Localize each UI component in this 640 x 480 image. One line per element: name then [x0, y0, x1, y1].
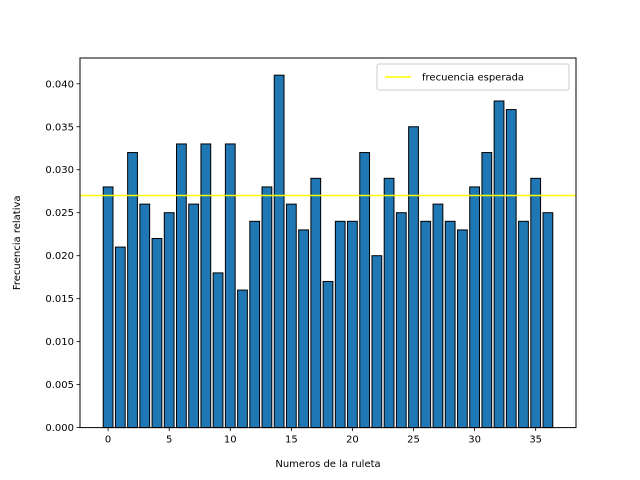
x-tick-label: 10	[224, 435, 237, 446]
y-tick-label: 0.000	[45, 423, 74, 434]
bar-29	[456, 229, 468, 429]
bar-36	[542, 212, 554, 429]
bar-20	[347, 220, 358, 429]
bar-30	[469, 186, 480, 429]
bar-31	[481, 152, 493, 429]
legend-box	[376, 63, 570, 91]
bar-25	[408, 126, 419, 429]
y-tick-label: 0.040	[45, 79, 74, 90]
plot-frame	[79, 57, 577, 429]
bar-16	[298, 229, 309, 429]
x-tick-label: 30	[468, 435, 481, 446]
y-tick-label: 0.030	[45, 165, 74, 176]
legend: frecuencia esperada	[376, 63, 570, 91]
bar-32	[493, 100, 505, 429]
bar-21	[359, 152, 371, 429]
x-tick-label: 25	[407, 435, 420, 446]
y-tick-label: 0.035	[45, 122, 74, 133]
bar-28	[444, 220, 456, 429]
x-tick-label: 0	[105, 435, 111, 446]
bar-10	[224, 143, 236, 429]
bar-33	[505, 109, 517, 429]
legend-label: frecuencia esperada	[422, 73, 524, 84]
bar-12	[249, 220, 261, 429]
bar-6	[176, 143, 187, 429]
x-axis-label: Numeros de la ruleta	[275, 459, 380, 470]
bar-19	[334, 220, 346, 429]
bar-0	[102, 186, 114, 429]
y-tick-label: 0.015	[45, 294, 74, 305]
bar-24	[395, 212, 407, 429]
bar-17	[310, 177, 322, 429]
bar-7	[188, 203, 200, 429]
bar-11	[237, 289, 248, 429]
bar-22	[371, 255, 383, 429]
y-tick-label: 0.020	[45, 251, 74, 262]
bar-9	[212, 272, 224, 429]
bar-2	[127, 152, 138, 429]
bar-5	[163, 212, 175, 429]
bar-13	[261, 186, 273, 429]
bar-27	[432, 203, 444, 429]
y-tick-label: 0.010	[45, 337, 74, 348]
x-tick-label: 5	[166, 435, 172, 446]
bar-14	[273, 74, 285, 429]
bar-35	[530, 177, 542, 429]
bar-1	[114, 246, 126, 429]
x-tick-label: 35	[529, 435, 542, 446]
y-tick-label: 0.025	[45, 208, 74, 219]
y-axis-label: Frecuencia relativa	[12, 195, 23, 290]
x-axis-ticks: 0 5 10 15 20 25 30 35	[105, 427, 542, 446]
bar-8	[200, 143, 212, 429]
bar-4	[151, 238, 163, 429]
y-tick-label: 0.005	[45, 380, 74, 391]
x-tick-label: 15	[285, 435, 298, 446]
bar-18	[322, 280, 334, 429]
bar-3	[139, 203, 151, 429]
bar-34	[518, 220, 529, 429]
x-tick-label: 20	[346, 435, 359, 446]
bar-26	[420, 220, 432, 429]
y-axis-ticks: 0.000 0.005 0.010 0.015 0.020 0.025 0.030 0.035…	[45, 79, 80, 434]
bar-15	[285, 203, 297, 429]
bar-23	[383, 177, 395, 429]
